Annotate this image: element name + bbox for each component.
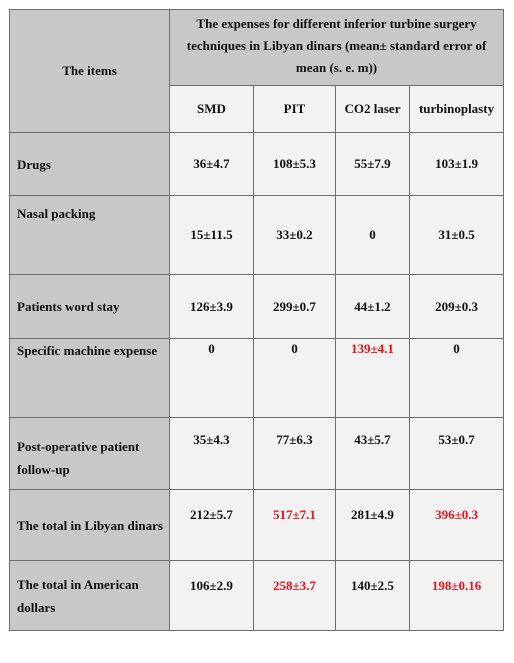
table-cell: 53±0.7 — [408, 417, 505, 490]
table-cell: 55±7.9 — [335, 132, 410, 196]
table-cell: 33±0.2 — [253, 195, 336, 275]
items-header: The items — [9, 9, 170, 133]
row-label-drugs: Drugs — [9, 132, 170, 196]
table-cell: 0 — [408, 338, 505, 418]
column-header-smd: SMD — [169, 85, 254, 133]
table-cell: 0 — [335, 195, 410, 275]
column-header-co2-laser: CO2 laser — [335, 85, 410, 133]
table-row: Specific machine expense 0 0 139±4.1 0 — [9, 338, 505, 418]
table-cell: 517±7.1 — [253, 489, 336, 561]
table-cell: 281±4.9 — [335, 489, 410, 561]
table-row: Patients word stay 126±3.9 299±0.7 44±1.… — [9, 274, 505, 339]
table-cell: 103±1.9 — [408, 132, 505, 196]
table-cell: 43±5.7 — [335, 417, 410, 490]
table-cell: 396±0.3 — [408, 489, 505, 561]
table-cell: 106±2.9 — [169, 560, 254, 631]
table-cell: 299±0.7 — [253, 274, 336, 339]
row-label-total-libyan-dinars: The total in Libyan dinars — [9, 489, 170, 561]
table-cell: 44±1.2 — [335, 274, 410, 339]
table-cell: 209±0.3 — [408, 274, 505, 339]
table-cell: 36±4.7 — [169, 132, 254, 196]
table-row: Post-operative patient follow-up 35±4.3 … — [9, 417, 505, 490]
table-row: The total in Libyan dinars 212±5.7 517±7… — [9, 489, 505, 561]
expenses-table: The items The expenses for different inf… — [9, 9, 505, 631]
row-label-specific-machine-expense: Specific machine expense — [9, 338, 170, 418]
table-cell: 140±2.5 — [335, 560, 410, 631]
table-cell: 139±4.1 — [335, 338, 410, 418]
row-label-total-american-dollars: The total in American dollars — [9, 560, 170, 631]
row-label-patients-word-stay: Patients word stay — [9, 274, 170, 339]
table-cell: 108±5.3 — [253, 132, 336, 196]
table-row: The total in American dollars 106±2.9 25… — [9, 560, 505, 631]
table-cell: 258±3.7 — [253, 560, 336, 631]
table-cell: 15±11.5 — [169, 195, 254, 275]
table-row: Nasal packing 15±11.5 33±0.2 0 31±0.5 — [9, 195, 505, 275]
table-row: Drugs 36±4.7 108±5.3 55±7.9 103±1.9 — [9, 132, 505, 196]
table-cell: 0 — [253, 338, 336, 418]
column-header-pit: PIT — [253, 85, 336, 133]
row-label-nasal-packing: Nasal packing — [9, 195, 170, 275]
table-cell: 0 — [169, 338, 254, 418]
table-cell: 35±4.3 — [169, 417, 254, 490]
table-cell: 31±0.5 — [408, 195, 505, 275]
table-cell: 198±0.16 — [408, 560, 505, 631]
row-label-post-operative-follow-up: Post-operative patient follow-up — [9, 417, 170, 490]
table-cell: 77±6.3 — [253, 417, 336, 490]
table-cell: 212±5.7 — [169, 489, 254, 561]
column-header-turbinoplasty: turbinoplasty — [408, 85, 505, 133]
table-cell: 126±3.9 — [169, 274, 254, 339]
group-title: The expenses for different inferior turb… — [168, 9, 505, 86]
